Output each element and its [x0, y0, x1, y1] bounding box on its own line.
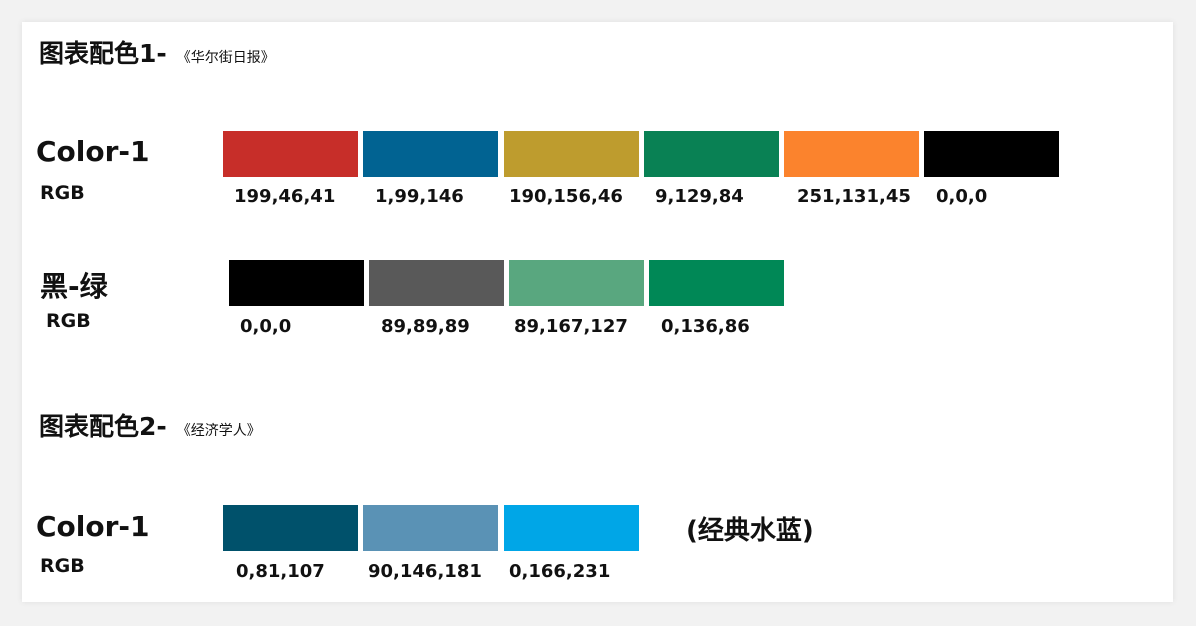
color-swatch — [223, 131, 358, 177]
rgb-value: 89,89,89 — [381, 316, 470, 337]
row-label: Color-1 — [36, 510, 150, 543]
color-swatch — [784, 131, 919, 177]
rgb-label: RGB — [40, 555, 85, 577]
color-swatch — [509, 260, 644, 306]
rgb-value: 90,146,181 — [368, 561, 482, 582]
color-swatch — [369, 260, 504, 306]
section-2-source: 《经济学人》 — [176, 423, 261, 439]
section-1-source: 《华尔街日报》 — [176, 50, 275, 66]
row-label: Color-1 — [36, 135, 150, 168]
palette-card: 图表配色1- 《华尔街日报》 Color-1 RGB 199,46,41 1,99… — [22, 22, 1173, 602]
section-2-title-text: 图表配色2- — [39, 412, 167, 441]
row-label: 黑-绿 — [40, 270, 108, 303]
color-swatch — [504, 505, 639, 551]
color-swatch — [924, 131, 1059, 177]
color-swatch — [363, 131, 498, 177]
color-swatch — [504, 131, 639, 177]
rgb-value: 0,0,0 — [936, 186, 988, 207]
rgb-value: 0,81,107 — [236, 561, 325, 582]
color-swatch — [223, 505, 358, 551]
rgb-value: 0,136,86 — [661, 316, 750, 337]
rgb-value: 190,156,46 — [509, 186, 623, 207]
palette-note: (经典水蓝) — [686, 516, 814, 546]
rgb-label: RGB — [46, 310, 91, 332]
rgb-value: 9,129,84 — [655, 186, 744, 207]
section-2-title: 图表配色2- 《经济学人》 — [39, 407, 261, 443]
rgb-value: 251,131,45 — [797, 186, 911, 207]
section-1-title: 图表配色1- 《华尔街日报》 — [39, 34, 275, 70]
rgb-label: RGB — [40, 182, 85, 204]
color-swatch — [229, 260, 364, 306]
section-1-title-text: 图表配色1- — [39, 39, 167, 68]
rgb-value: 1,99,146 — [375, 186, 464, 207]
color-swatch — [644, 131, 779, 177]
rgb-value: 89,167,127 — [514, 316, 628, 337]
rgb-value: 0,166,231 — [509, 561, 611, 582]
rgb-value: 199,46,41 — [234, 186, 336, 207]
color-swatch — [363, 505, 498, 551]
rgb-value: 0,0,0 — [240, 316, 292, 337]
color-swatch — [649, 260, 784, 306]
